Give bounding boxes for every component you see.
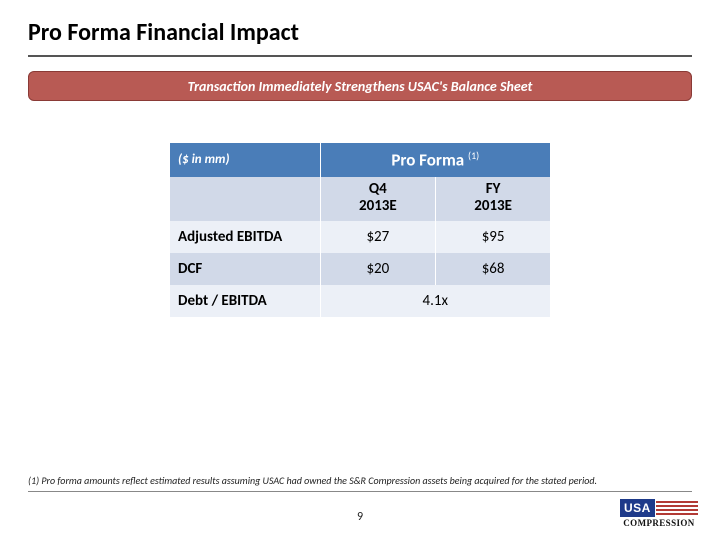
cell-value: $20: [320, 253, 436, 285]
table-row: Adjusted EBITDA $27 $95: [170, 221, 550, 253]
logo: USA COMPRESSION: [620, 499, 698, 528]
page-number: 9: [0, 510, 720, 524]
table-row: Debt / EBITDA 4.1x: [170, 285, 550, 317]
page-title: Pro Forma Financial Impact: [28, 18, 692, 57]
row-label: Adjusted EBITDA: [170, 221, 320, 253]
logo-stripes-icon: [655, 499, 698, 517]
cell-value: $95: [436, 221, 550, 253]
col-fy: FY 2013E: [436, 177, 550, 222]
banner: Transaction Immediately Strengthens USAC…: [28, 71, 692, 101]
cell-value: $27: [320, 221, 436, 253]
col-q4: Q4 2013E: [320, 177, 436, 222]
row-label: Debt / EBITDA: [170, 285, 320, 317]
logo-usa-text: USA: [620, 499, 655, 517]
cell-value: $68: [436, 253, 550, 285]
table-row: DCF $20 $68: [170, 253, 550, 285]
proforma-header: Pro Forma (1): [320, 143, 550, 177]
financial-table: ($ in mm) Pro Forma (1) Q4 2013E FY 2013…: [170, 143, 550, 317]
table-header-row: ($ in mm) Pro Forma (1): [170, 143, 550, 177]
cell-value-merged: 4.1x: [320, 285, 550, 317]
units-label: ($ in mm): [170, 143, 320, 177]
footnote: (1) Pro forma amounts reflect estimated …: [28, 474, 692, 492]
logo-compression-text: COMPRESSION: [620, 518, 698, 528]
banner-text: Transaction Immediately Strengthens USAC…: [188, 78, 533, 95]
table-subheader-row: Q4 2013E FY 2013E: [170, 177, 550, 222]
row-label: DCF: [170, 253, 320, 285]
